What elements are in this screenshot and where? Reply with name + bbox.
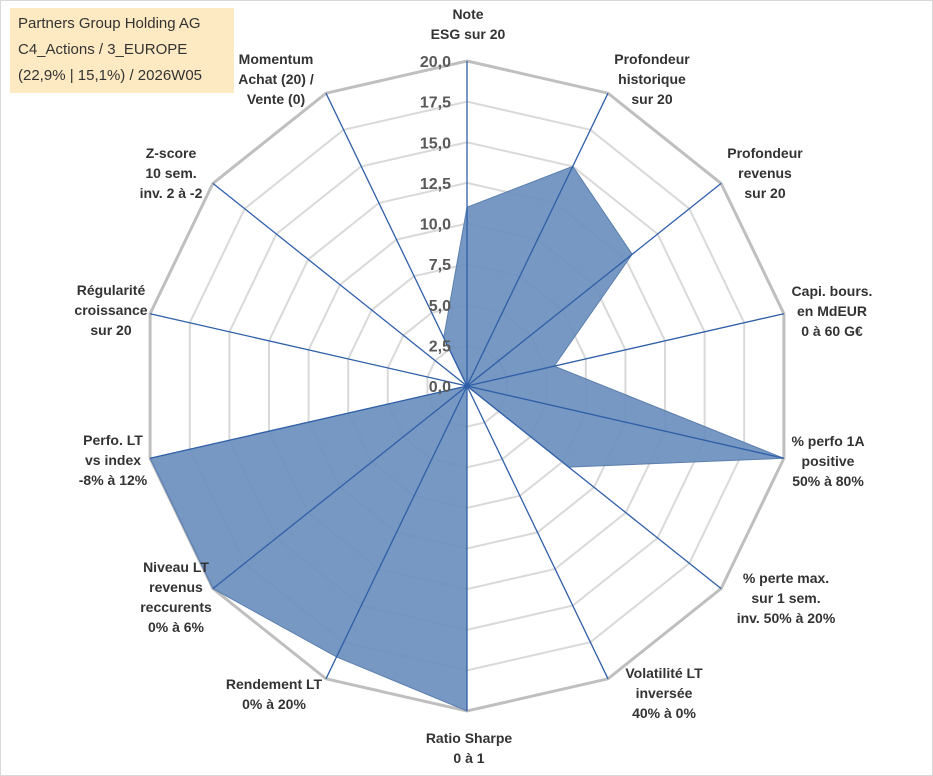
axis-label-line: 0 à 60 G€ bbox=[801, 323, 863, 339]
spoke-niveau-lt bbox=[212, 385, 468, 590]
spoke-z-score bbox=[212, 182, 468, 387]
axis-label-line: Vente (0) bbox=[247, 91, 305, 107]
axis-label-line: Ratio Sharpe bbox=[426, 730, 513, 746]
spoke-perte-max bbox=[466, 385, 722, 590]
axis-label-line: croissance bbox=[74, 302, 147, 318]
axis-label-line: 0% à 6% bbox=[148, 619, 205, 635]
axis-label-line: vs index bbox=[85, 452, 141, 468]
spoke-profondeur-hist bbox=[466, 92, 609, 387]
axis-label-line: revenus bbox=[149, 579, 203, 595]
axis-label-momentum: Momentum Achat (20) / Vente (0) bbox=[238, 51, 314, 107]
axis-label-line: 40% à 0% bbox=[632, 705, 696, 721]
spoke-perfo-1a bbox=[466, 385, 785, 459]
axis-label-line: Note bbox=[452, 6, 483, 22]
axis-label-line: % perfo 1A bbox=[791, 433, 864, 449]
axis-label-volatilite: Volatilité LT inversée 40% à 0% bbox=[625, 665, 703, 721]
axis-label-rendement-lt: Rendement LT 0% à 20% bbox=[226, 676, 323, 712]
axis-label-line: historique bbox=[618, 71, 686, 87]
axis-label-line: Profondeur bbox=[614, 51, 690, 67]
axis-label-profondeur-rev: Profondeur revenus sur 20 bbox=[727, 145, 803, 201]
axis-label-line: inv. 2 à -2 bbox=[140, 185, 203, 201]
axis-label-line: positive bbox=[802, 453, 855, 469]
axis-label-line: Z-score bbox=[146, 145, 197, 161]
axis-label-line: Achat (20) / bbox=[238, 71, 314, 87]
tick-label-7: 17,5 bbox=[420, 95, 451, 112]
axis-label-line: ESG sur 20 bbox=[431, 26, 506, 42]
category-line: C4_Actions / 3_EUROPE bbox=[18, 41, 188, 58]
radar-tick-labels: 0,0 2,5 5,0 7,5 10,0 12,5 15,0 17,5 20,0 bbox=[420, 54, 451, 396]
axis-label-line: en MdEUR bbox=[797, 303, 867, 319]
axis-label-note-esg: Note ESG sur 20 bbox=[431, 6, 506, 42]
tick-label-8: 20,0 bbox=[420, 54, 451, 71]
axis-label-line: 50% à 80% bbox=[792, 473, 864, 489]
axis-label-line: Niveau LT bbox=[143, 559, 209, 575]
tick-label-0: 0,0 bbox=[429, 379, 451, 396]
company-name: Partners Group Holding AG bbox=[18, 15, 201, 32]
spoke-capi-bours bbox=[466, 313, 785, 387]
axis-label-perte-max: % perte max. sur 1 sem. inv. 50% à 20% bbox=[737, 570, 836, 626]
spoke-regularite bbox=[149, 313, 468, 387]
tick-label-5: 12,5 bbox=[420, 176, 451, 193]
axis-label-line: Profondeur bbox=[727, 145, 803, 161]
axis-label-profondeur-hist: Profondeur historique sur 20 bbox=[614, 51, 690, 107]
axis-label-capi-bours: Capi. bours. en MdEUR 0 à 60 G€ bbox=[792, 283, 873, 339]
axis-label-line: inv. 50% à 20% bbox=[737, 610, 836, 626]
tick-label-6: 15,0 bbox=[420, 135, 451, 152]
spoke-profondeur-rev bbox=[466, 182, 722, 387]
axis-label-line: Perfo. LT bbox=[83, 432, 143, 448]
radar-axis-labels: Note ESG sur 20 Profondeur historique sur 20… bbox=[74, 6, 872, 766]
axis-label-line: Régularité bbox=[77, 282, 146, 298]
tick-label-2: 5,0 bbox=[429, 298, 451, 315]
axis-label-line: sur 20 bbox=[631, 91, 672, 107]
axis-label-line: sur 1 sem. bbox=[751, 590, 820, 606]
axis-label-line: 10 sem. bbox=[145, 165, 196, 181]
axis-label-line: % perte max. bbox=[743, 570, 829, 586]
axis-label-line: revenus bbox=[738, 165, 792, 181]
axis-label-line: reccurents bbox=[140, 599, 212, 615]
spoke-momentum bbox=[325, 92, 468, 387]
axis-label-ratio-sharpe: Ratio Sharpe 0 à 1 bbox=[426, 730, 513, 766]
spoke-rendement-lt bbox=[325, 385, 468, 680]
axis-label-line: 0 à 1 bbox=[453, 750, 484, 766]
axis-label-line: inversée bbox=[636, 685, 693, 701]
axis-label-line: 0% à 20% bbox=[242, 696, 306, 712]
radar-spokes bbox=[149, 61, 785, 711]
axis-label-z-score: Z-score 10 sem. inv. 2 à -2 bbox=[140, 145, 203, 201]
axis-label-perfo-1a: % perfo 1A positive 50% à 80% bbox=[791, 433, 864, 489]
period-line: (22,9% | 15,1%) / 2026W05 bbox=[18, 67, 202, 84]
axis-label-line: Momentum bbox=[239, 51, 314, 67]
axis-label-perfo-lt: Perfo. LT vs index -8% à 12% bbox=[79, 432, 148, 488]
tick-label-4: 10,0 bbox=[420, 217, 451, 234]
axis-label-line: Rendement LT bbox=[226, 676, 323, 692]
axis-label-line: -8% à 12% bbox=[79, 472, 148, 488]
spoke-volatilite bbox=[466, 385, 609, 680]
axis-label-line: sur 20 bbox=[90, 322, 131, 338]
axis-label-regularite: Régularité croissance sur 20 bbox=[74, 282, 147, 338]
axis-label-line: Volatilité LT bbox=[625, 665, 703, 681]
chart-header-box: Partners Group Holding AG C4_Actions / 3… bbox=[10, 8, 234, 93]
axis-label-line: Capi. bours. bbox=[792, 283, 873, 299]
tick-label-3: 7,5 bbox=[429, 257, 451, 274]
tick-label-1: 2,5 bbox=[429, 338, 451, 355]
spoke-perfo-lt bbox=[149, 385, 468, 459]
axis-label-niveau-lt: Niveau LT revenus reccurents 0% à 6% bbox=[140, 559, 212, 635]
axis-label-line: sur 20 bbox=[744, 185, 785, 201]
